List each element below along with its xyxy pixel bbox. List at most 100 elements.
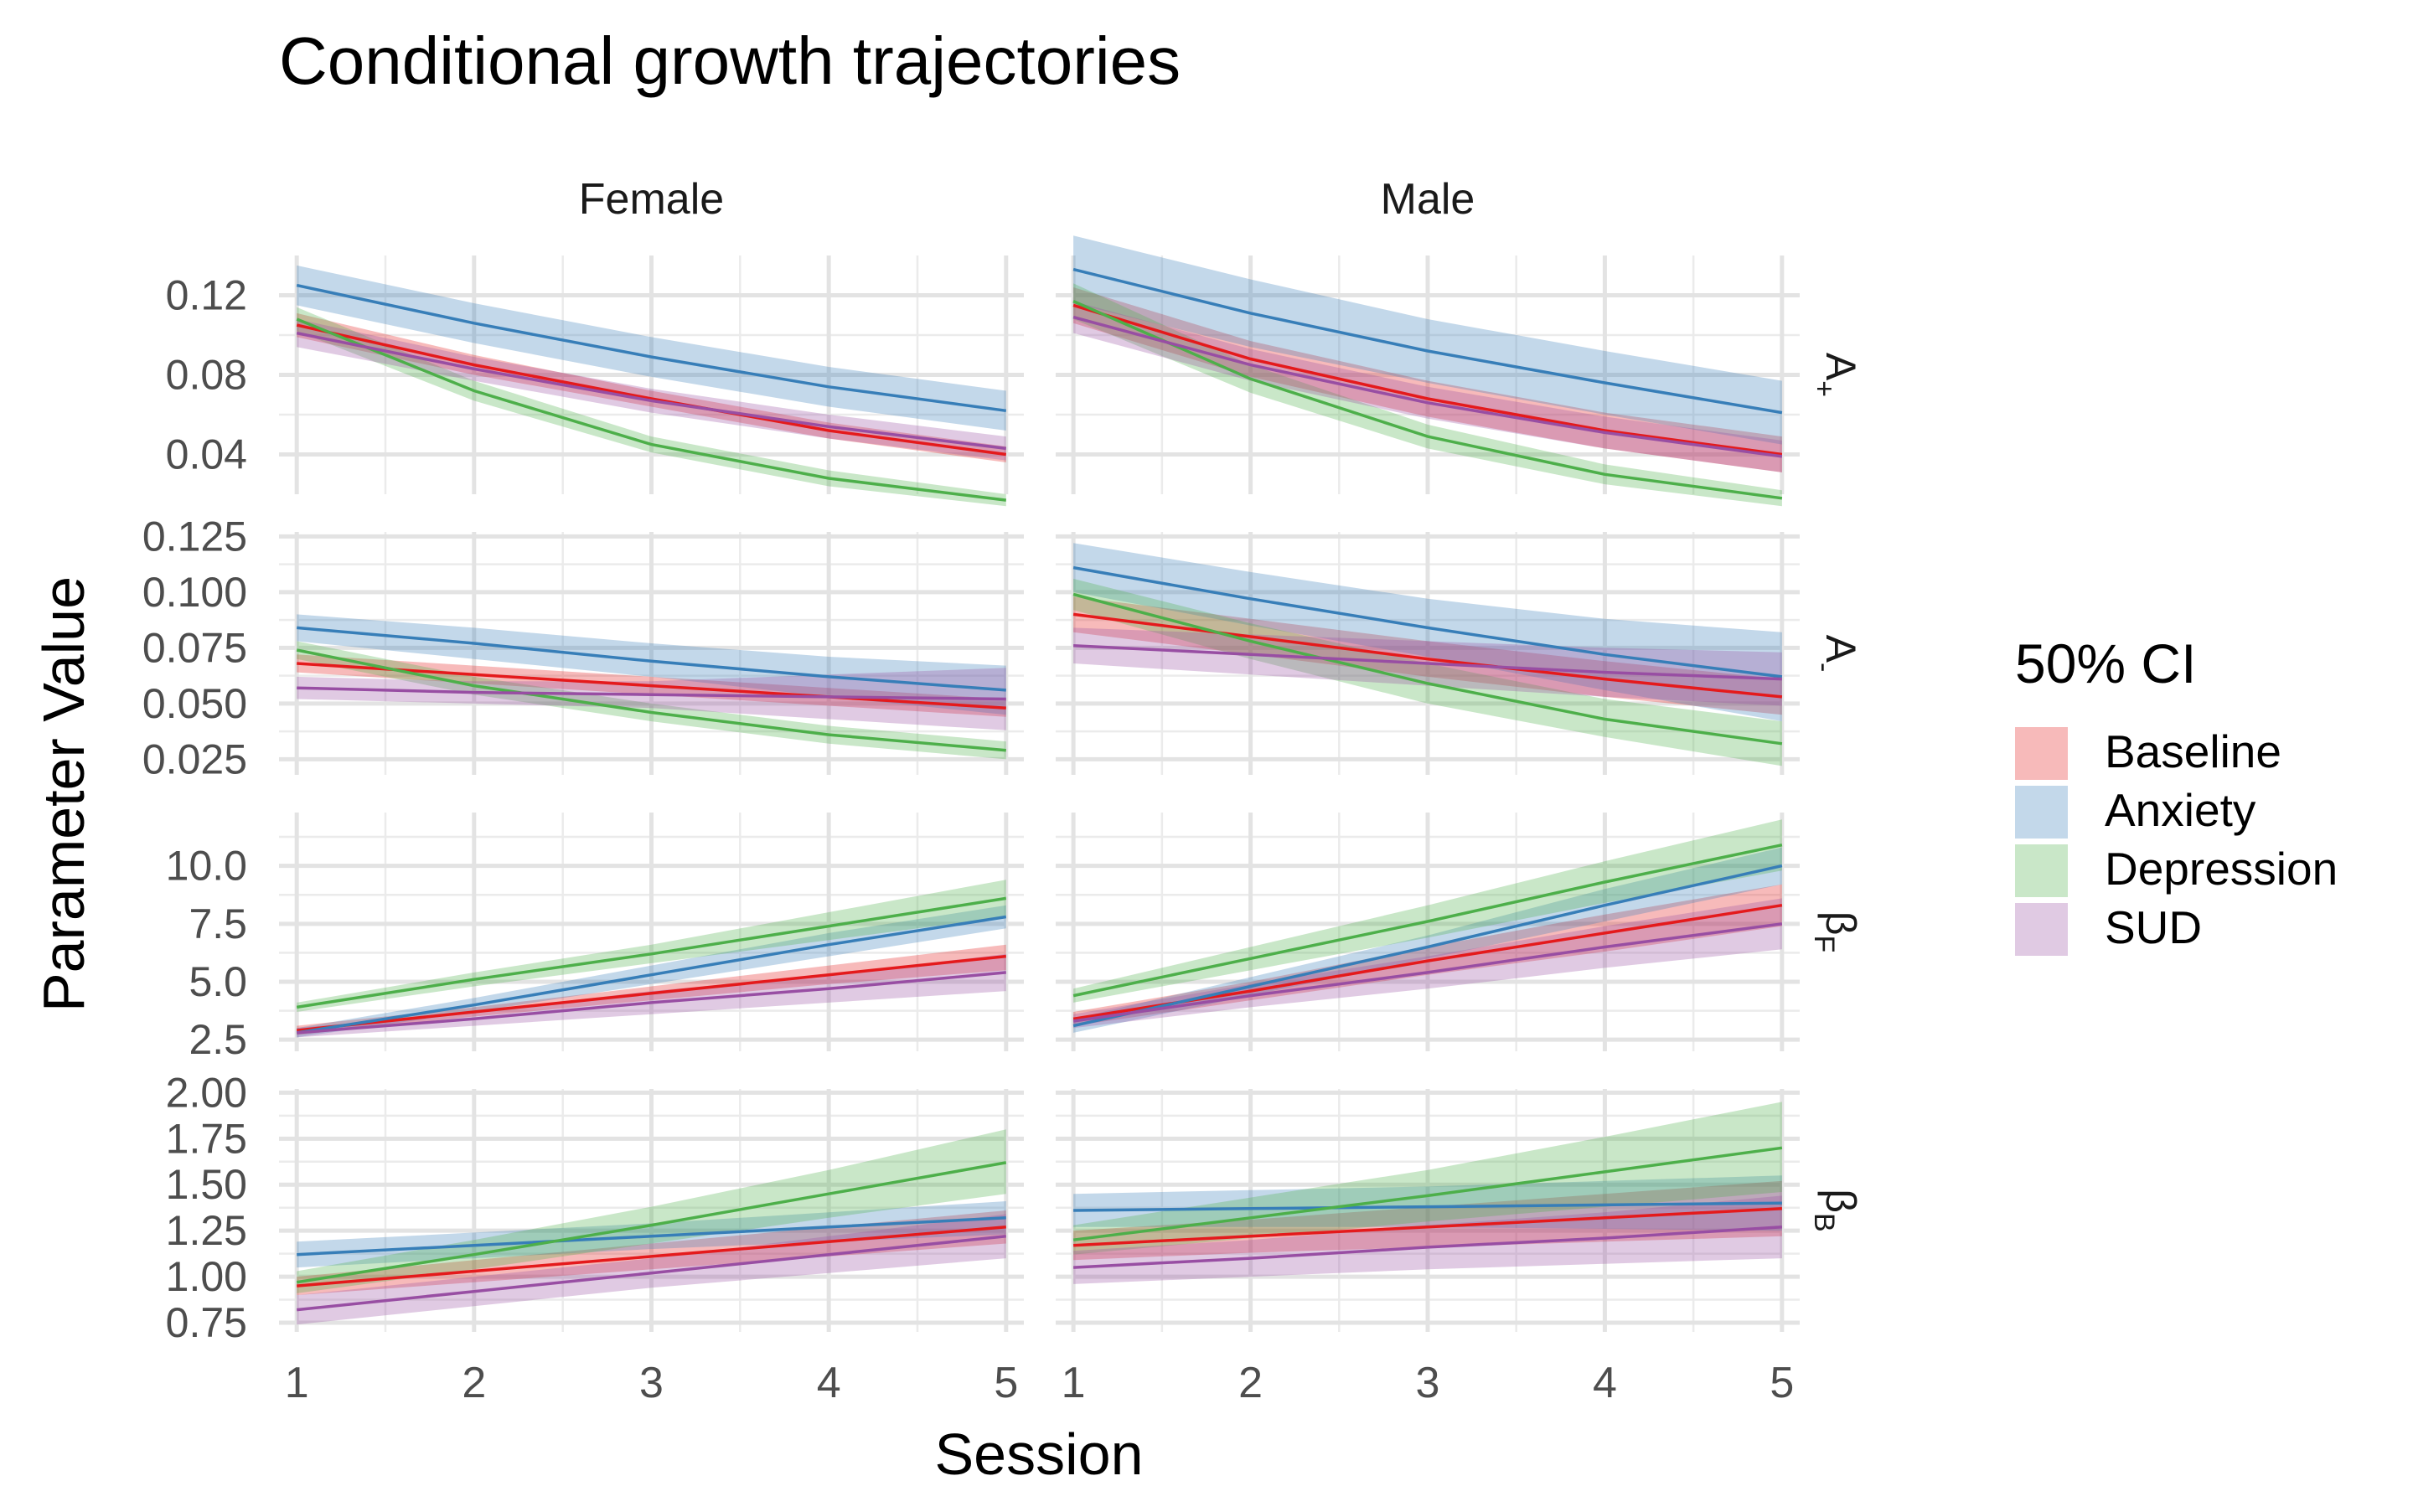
trajectory-line-depression <box>1072 843 1783 998</box>
ci-ribbon-baseline <box>1073 596 1782 715</box>
trajectory-line-sud <box>297 1235 1006 1312</box>
facet-label-subscript: - <box>1808 663 1840 672</box>
x-tick-label: 2 <box>1238 1359 1263 1407</box>
trajectory-line-sud <box>1072 315 1783 458</box>
ci-ribbon-anxiety <box>1073 235 1782 445</box>
trajectory-line-baseline <box>1073 1207 1782 1247</box>
y-tick-label: 1.75 <box>166 1115 247 1162</box>
facet-label-base: β <box>1817 911 1864 936</box>
ci-ribbon-depression <box>297 641 1006 760</box>
trajectory-line-depression <box>1072 299 1783 500</box>
ci-ribbon-anxiety <box>1073 543 1782 722</box>
panel-f-male <box>1056 813 1800 1051</box>
legend-swatch-anxiety <box>2015 786 2068 839</box>
trajectory-line-anxiety <box>296 283 1007 413</box>
x-tick-label: 3 <box>1416 1359 1440 1407</box>
ci-ribbon-depression <box>1073 819 1782 1003</box>
y-tick-label: 0.12 <box>166 272 247 319</box>
trajectory-line-depression <box>296 648 1006 752</box>
trajectory-line-depression <box>296 317 1007 502</box>
legend-item-baseline: Baseline <box>2015 725 2281 780</box>
y-tick-label: 1.50 <box>166 1161 247 1208</box>
y-tick-label: 7.5 <box>189 900 247 947</box>
trajectory-line-baseline <box>297 1226 1006 1288</box>
facet-label-subscript: + <box>1808 380 1840 397</box>
ci-ribbon-sud <box>297 668 1006 730</box>
legend-label-anxiety: Anxiety <box>2105 784 2256 836</box>
ci-ribbon-anxiety <box>297 1201 1006 1268</box>
facet-label-male: Male <box>1381 175 1475 224</box>
facet-label-b: βB <box>1808 1189 1864 1231</box>
panels-layer: Female Male0.040.080.12A+0.0250.0500.0750… <box>142 175 1864 1407</box>
y-tick-label: 5.0 <box>189 958 247 1005</box>
ci-ribbon-anxiety <box>297 614 1006 715</box>
trajectory-line-anxiety <box>1072 267 1783 415</box>
trajectory-line-depression <box>1072 592 1783 746</box>
x-tick-label: 1 <box>1062 1359 1086 1407</box>
trajectory-line-sud <box>297 686 1006 701</box>
legend-label-depression: Depression <box>2105 843 2338 895</box>
legend-label-sud: SUD <box>2105 901 2202 953</box>
y-tick-label: 0.050 <box>142 680 247 727</box>
trajectory-line-sud <box>296 331 1007 451</box>
y-tick-label: 1.25 <box>166 1207 247 1254</box>
x-tick-label: 2 <box>462 1359 486 1407</box>
ci-ribbon-baseline <box>297 312 1006 462</box>
trajectory-line-anxiety <box>297 626 1006 692</box>
trajectory-line-baseline <box>1072 612 1783 699</box>
y-tick-label: 2.5 <box>189 1016 247 1063</box>
panel-a-female <box>279 532 1024 775</box>
ci-ribbon-baseline <box>1073 287 1782 472</box>
trajectory-line-sud <box>1073 1226 1783 1269</box>
ci-ribbon-sud <box>297 319 1006 461</box>
y-tick-label: 0.125 <box>142 513 247 560</box>
ci-ribbon-sud <box>1073 627 1782 706</box>
y-tick-label: 0.08 <box>166 352 247 399</box>
facet-label-subscript: B <box>1808 1213 1840 1232</box>
y-axis-title: Parameter Value <box>31 576 96 1012</box>
panel-b-male <box>1056 1089 1800 1332</box>
facet-label-female: Female <box>579 175 724 224</box>
y-tick-label: 0.100 <box>142 569 247 616</box>
facet-label-a: A+ <box>1808 353 1864 397</box>
trajectory-line-sud <box>297 971 1006 1035</box>
x-tick-label: 5 <box>1770 1359 1794 1407</box>
y-tick-label: 2.00 <box>166 1069 247 1116</box>
trajectory-line-anxiety <box>296 915 1007 1035</box>
trajectory-line-depression <box>1072 1146 1783 1241</box>
y-tick-label: 0.04 <box>166 431 247 478</box>
legend-label-baseline: Baseline <box>2105 725 2281 777</box>
facet-label-base: A <box>1817 635 1864 663</box>
trajectory-line-depression <box>296 896 1007 1009</box>
panel-a-female <box>279 255 1024 507</box>
facet-label-a: A- <box>1808 635 1864 673</box>
panel-a-male <box>1056 532 1800 775</box>
legend-swatch-baseline <box>2015 727 2068 780</box>
trajectory-line-baseline <box>296 323 1007 457</box>
ci-ribbon-anxiety <box>297 265 1006 431</box>
ci-ribbon-baseline <box>297 1210 1006 1296</box>
trajectory-line-sud <box>1073 643 1782 681</box>
legend-item-sud: SUD <box>2015 901 2202 956</box>
x-tick-label: 1 <box>285 1359 309 1407</box>
trajectory-line-anxiety <box>1072 565 1783 679</box>
y-tick-label: 0.075 <box>142 624 247 671</box>
x-tick-label: 4 <box>1593 1359 1617 1407</box>
y-tick-label: 0.025 <box>142 735 247 782</box>
ci-ribbon-depression <box>1073 283 1782 507</box>
panel-f-female <box>279 813 1024 1051</box>
ci-ribbon-sud <box>297 953 1006 1038</box>
legend-item-depression: Depression <box>2015 843 2338 897</box>
legend: Baseline Anxiety Depression SUD <box>2015 725 2338 956</box>
ci-ribbon-baseline <box>1073 1180 1782 1261</box>
trajectory-line-baseline <box>297 662 1006 710</box>
y-tick-label: 10.0 <box>166 843 247 890</box>
legend-swatch-depression <box>2015 844 2068 897</box>
facet-label-subscript: F <box>1808 935 1840 952</box>
trajectory-line-anxiety <box>297 1216 1006 1257</box>
facet-label-base: A <box>1817 353 1864 381</box>
y-tick-label: 1.00 <box>166 1253 247 1300</box>
trajectory-line-baseline <box>1072 303 1783 457</box>
